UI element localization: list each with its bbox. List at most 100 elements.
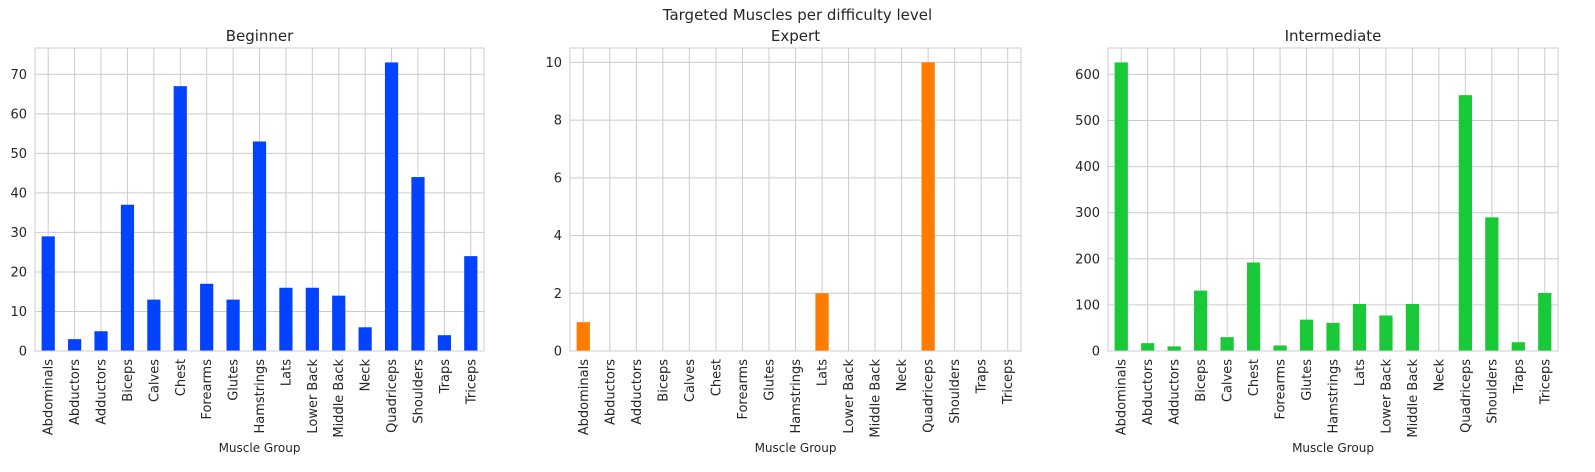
chart-2-x-tick-label: Lower Back bbox=[842, 359, 857, 434]
chart-1-bar bbox=[305, 287, 319, 351]
chart-3-bar bbox=[1167, 346, 1181, 351]
chart-1-bar bbox=[173, 86, 187, 351]
chart-3-x-tick-label: Hamstrings bbox=[1327, 359, 1342, 434]
chart-1-y-tick-label: 50 bbox=[10, 147, 27, 162]
chart-3-x-tick-label: Glutes bbox=[1300, 359, 1315, 401]
chart-1-x-tick-label: Forearms bbox=[200, 359, 215, 420]
chart-2-x-tick-label: Triceps bbox=[1001, 359, 1016, 405]
chart-3-bar bbox=[1273, 345, 1287, 351]
chart-3-x-tick-label: Triceps bbox=[1538, 359, 1553, 405]
chart-2-x-tick-label: Forearms bbox=[736, 359, 751, 420]
chart-1-x-tick-label: Adductors bbox=[95, 359, 110, 425]
chart-2-x-axis-label: Muscle Group bbox=[755, 441, 837, 455]
chart-1-bar bbox=[252, 141, 267, 351]
chart-3-x-tick-label: Forearms bbox=[1274, 359, 1289, 420]
chart-1-x-tick-label: Chest bbox=[174, 359, 189, 396]
chart-1-bar bbox=[200, 283, 214, 351]
chart-2-x-tick-label: Lats bbox=[816, 359, 831, 386]
chart-3-bar bbox=[1326, 322, 1340, 351]
chart-3-y-tick-label: 500 bbox=[1075, 114, 1100, 129]
chart-1-x-tick-label: Lats bbox=[279, 359, 294, 386]
chart-3-bar bbox=[1511, 342, 1525, 351]
chart-1-x-tick-label: Hamstrings bbox=[253, 359, 268, 434]
chart-1-y-tick-label: 30 bbox=[10, 226, 27, 241]
chart-1-bar bbox=[411, 177, 425, 351]
chart-1-bar bbox=[332, 295, 346, 351]
chart-1-y-tick-label: 0 bbox=[19, 345, 27, 360]
chart-1-bar bbox=[147, 299, 161, 351]
chart-1-x-tick-label: Triceps bbox=[464, 359, 479, 405]
chart-3-x-tick-label: Abdominals bbox=[1115, 359, 1130, 435]
chart-1-x-tick-label: Neck bbox=[359, 359, 374, 392]
chart-2-bar bbox=[815, 293, 829, 351]
chart-2-x-tick-label: Abdominals bbox=[577, 359, 592, 435]
chart-2-x-tick-label: Middle Back bbox=[869, 359, 884, 438]
chart-2-y-tick-label: 8 bbox=[554, 114, 562, 129]
chart-3-x-tick-label: Quadriceps bbox=[1459, 359, 1474, 433]
chart-1-y-tick-label: 70 bbox=[10, 68, 27, 83]
chart-2-y-tick-label: 2 bbox=[554, 287, 562, 302]
chart-3-y-tick-label: 0 bbox=[1092, 345, 1100, 360]
chart-2-x-tick-label: Chest bbox=[709, 359, 724, 396]
chart-3-y-tick-label: 300 bbox=[1075, 206, 1100, 221]
chart-1-y-tick-label: 10 bbox=[10, 305, 27, 320]
chart-1-x-tick-label: Glutes bbox=[227, 359, 242, 401]
chart-2-y-tick-label: 4 bbox=[554, 229, 562, 244]
chart-2-x-tick-label: Glutes bbox=[762, 359, 777, 401]
chart-1-y-tick-label: 20 bbox=[10, 265, 27, 280]
chart-1-y-tick-label: 40 bbox=[10, 186, 27, 201]
chart-1-bar bbox=[279, 287, 293, 351]
chart-1-x-tick-label: Shoulders bbox=[411, 359, 426, 424]
chart-1-bar bbox=[68, 339, 82, 351]
chart-2-x-tick-label: Shoulders bbox=[948, 359, 963, 424]
chart-1-spines bbox=[34, 47, 485, 352]
chart-3-y-tick-label: 200 bbox=[1075, 252, 1100, 267]
chart-3-bar bbox=[1352, 303, 1367, 351]
chart-3-bar bbox=[1114, 62, 1128, 352]
chart-2-x-tick-label: Quadriceps bbox=[922, 359, 937, 433]
chart-3-bar bbox=[1458, 95, 1472, 351]
chart-3-bar bbox=[1246, 262, 1261, 351]
chart-2-spines bbox=[569, 47, 1022, 352]
chart-1-x-tick-label: Abdominals bbox=[42, 359, 57, 435]
chart-1-bar bbox=[464, 256, 478, 351]
chart-1-bar bbox=[384, 62, 399, 352]
chart-1-x-tick-label: Lower Back bbox=[306, 359, 321, 434]
chart-3-x-tick-label: Lats bbox=[1353, 359, 1368, 386]
chart-2-y-tick-label: 10 bbox=[545, 56, 562, 71]
chart-3-bar bbox=[1485, 217, 1499, 351]
figure-suptitle: Targeted Muscles per difficulty level bbox=[662, 6, 933, 24]
chart-3-y-tick-label: 600 bbox=[1075, 68, 1100, 83]
chart-3-title: Intermediate bbox=[1285, 27, 1382, 45]
chart-2-y-tick-label: 0 bbox=[554, 345, 562, 360]
chart-2-x-tick-label: Abductors bbox=[603, 359, 618, 425]
chart-1-x-tick-label: Quadriceps bbox=[385, 359, 400, 433]
chart-2-x-tick-label: Adductors bbox=[630, 359, 645, 425]
chart-3-bar bbox=[1405, 303, 1420, 351]
chart-1-y-tick-label: 60 bbox=[10, 107, 27, 122]
chart-1-x-tick-label: Traps bbox=[438, 359, 453, 395]
chart-3-bar bbox=[1194, 290, 1208, 351]
chart-2-x-tick-label: Traps bbox=[975, 359, 990, 395]
chart-3-x-tick-label: Biceps bbox=[1194, 359, 1209, 402]
chart-1-x-tick-label: Calves bbox=[147, 359, 162, 402]
chart-1-x-tick-label: Abductors bbox=[68, 359, 83, 425]
chart-3-x-tick-label: Shoulders bbox=[1485, 359, 1500, 424]
chart-3-bar bbox=[1538, 292, 1552, 351]
chart-3-y-tick-label: 100 bbox=[1075, 298, 1100, 313]
chart-1-bar bbox=[120, 204, 135, 351]
chart-1-title: Beginner bbox=[226, 27, 294, 45]
chart-3-bar bbox=[1299, 319, 1314, 351]
chart-3-bar bbox=[1141, 343, 1155, 351]
chart-3-x-tick-label: Chest bbox=[1247, 359, 1262, 396]
chart-2-bar bbox=[921, 62, 935, 352]
chart-1-bar bbox=[226, 299, 240, 351]
chart-2-y-tick-label: 6 bbox=[554, 171, 562, 186]
chart-3-x-tick-label: Traps bbox=[1512, 359, 1527, 395]
chart-1-bar bbox=[437, 335, 451, 351]
chart-3-x-tick-label: Calves bbox=[1221, 359, 1236, 402]
chart-2-bar bbox=[576, 322, 590, 351]
chart-1-bar bbox=[41, 236, 55, 351]
